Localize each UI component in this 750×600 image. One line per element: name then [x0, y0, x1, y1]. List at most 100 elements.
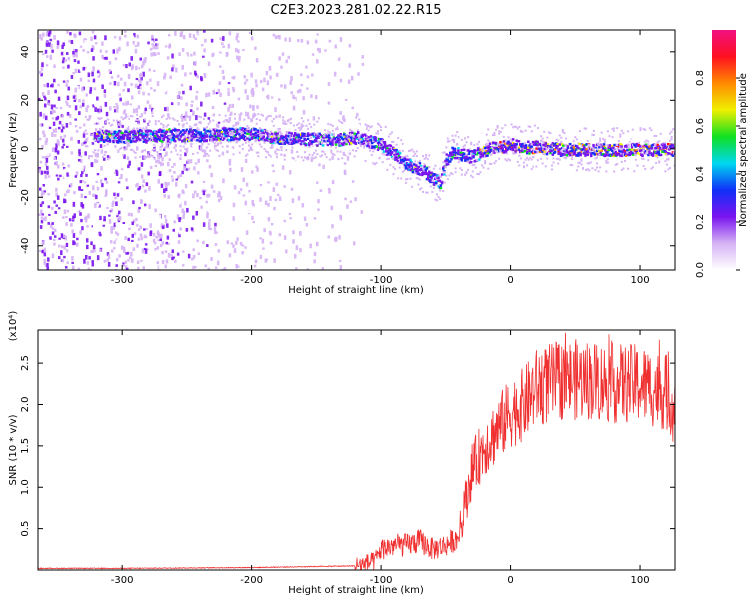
heatmap-cell: [291, 139, 295, 143]
heatmap-cell: [156, 81, 160, 87]
heatmap-cell: [314, 156, 317, 159]
heatmap-cell: [41, 250, 44, 254]
heatmap-cell: [99, 105, 103, 110]
heatmap-cell: [565, 148, 568, 152]
heatmap-cell: [342, 151, 346, 156]
heatmap-cell: [198, 115, 201, 118]
heatmap-cell: [414, 171, 417, 174]
heatmap-cell: [355, 137, 359, 141]
heatmap-cell: [177, 175, 180, 179]
heatmap-cell: [115, 213, 118, 216]
heatmap-cell: [81, 170, 84, 175]
heatmap-cell: [517, 140, 521, 143]
heatmap-cell: [230, 111, 233, 116]
heatmap-cell: [207, 133, 211, 136]
heatmap-cell: [177, 196, 181, 199]
heatmap-cell: [492, 141, 495, 144]
heatmap-cell: [338, 119, 341, 122]
heatmap-cell: [333, 203, 336, 209]
heatmap-cell: [625, 154, 628, 157]
heatmap-cell: [89, 224, 92, 228]
heatmap-cell: [541, 140, 544, 143]
heatmap-cell: [384, 164, 387, 167]
heatmap-cell: [538, 142, 542, 146]
heatmap-cell: [256, 105, 259, 109]
heatmap-cell: [265, 95, 269, 98]
heatmap-cell: [155, 43, 158, 46]
heatmap-cell: [332, 135, 335, 138]
heatmap-cell: [317, 136, 320, 139]
heatmap-cell: [39, 225, 43, 229]
heatmap-cell: [52, 147, 55, 150]
heatmap-cell: [547, 156, 550, 159]
heatmap-cell: [412, 154, 415, 157]
heatmap-cell: [375, 132, 378, 135]
heatmap-cell: [108, 122, 111, 125]
heatmap-cell: [283, 120, 286, 123]
heatmap-cell: [163, 133, 166, 137]
heatmap-cell: [210, 135, 213, 139]
x-tick-label: -300: [111, 275, 134, 286]
heatmap-cell: [157, 130, 161, 134]
heatmap-cell: [202, 60, 205, 63]
heatmap-cell: [326, 139, 330, 143]
heatmap-cell: [465, 141, 468, 144]
heatmap-cell: [193, 51, 196, 56]
heatmap-cell: [329, 140, 332, 143]
heatmap-cell: [139, 73, 142, 78]
heatmap-cell: [305, 124, 308, 127]
heatmap-cell: [82, 133, 86, 138]
heatmap-cell: [434, 164, 437, 167]
heatmap-cell: [127, 212, 131, 217]
heatmap-cell: [235, 47, 238, 53]
heatmap-cell: [51, 148, 55, 152]
heatmap-cell: [140, 199, 143, 204]
heatmap-cell: [49, 223, 53, 229]
heatmap-cell: [311, 53, 315, 56]
heatmap-cell: [367, 144, 370, 147]
heatmap-cell: [283, 56, 287, 59]
heatmap-cell: [105, 151, 108, 154]
heatmap-cell: [103, 157, 106, 161]
heatmap-cell: [456, 156, 459, 160]
heatmap-cell: [184, 72, 187, 77]
heatmap-cell: [252, 106, 255, 111]
heatmap-cell: [116, 105, 119, 110]
heatmap-cell: [564, 157, 567, 160]
heatmap-cell: [393, 151, 396, 155]
heatmap-cell: [343, 170, 347, 176]
heatmap-cell: [207, 193, 211, 198]
heatmap-cell: [339, 37, 343, 42]
heatmap-cell: [112, 258, 115, 261]
heatmap-cell: [259, 133, 262, 137]
heatmap-cell: [314, 39, 318, 44]
heatmap-cell: [627, 143, 630, 146]
heatmap-cell: [481, 164, 484, 167]
heatmap-cell: [337, 158, 340, 161]
heatmap-cell: [265, 156, 268, 159]
heatmap-cell: [41, 201, 45, 205]
heatmap-cell: [190, 142, 193, 148]
heatmap-cell: [184, 114, 187, 117]
heatmap-cell: [179, 154, 182, 157]
heatmap-cell: [74, 97, 77, 102]
heatmap-cell: [194, 162, 198, 165]
heatmap-cell: [94, 128, 98, 132]
heatmap-cell: [214, 243, 218, 246]
heatmap-cell: [584, 149, 587, 152]
heatmap-cell: [114, 231, 118, 235]
heatmap-cell: [59, 93, 63, 98]
heatmap-cell: [85, 215, 88, 221]
heatmap-cell: [471, 164, 474, 167]
heatmap-cell: [170, 102, 174, 106]
heatmap-cell: [87, 170, 90, 175]
heatmap-cell: [228, 133, 232, 136]
heatmap-cell: [406, 177, 409, 180]
heatmap-cell: [129, 125, 132, 130]
heatmap-cell: [269, 115, 272, 118]
heatmap-cell: [199, 116, 202, 119]
heatmap-cell: [86, 105, 90, 109]
heatmap-cell: [91, 133, 94, 136]
heatmap-cell: [167, 140, 170, 143]
heatmap-cell: [262, 45, 265, 49]
